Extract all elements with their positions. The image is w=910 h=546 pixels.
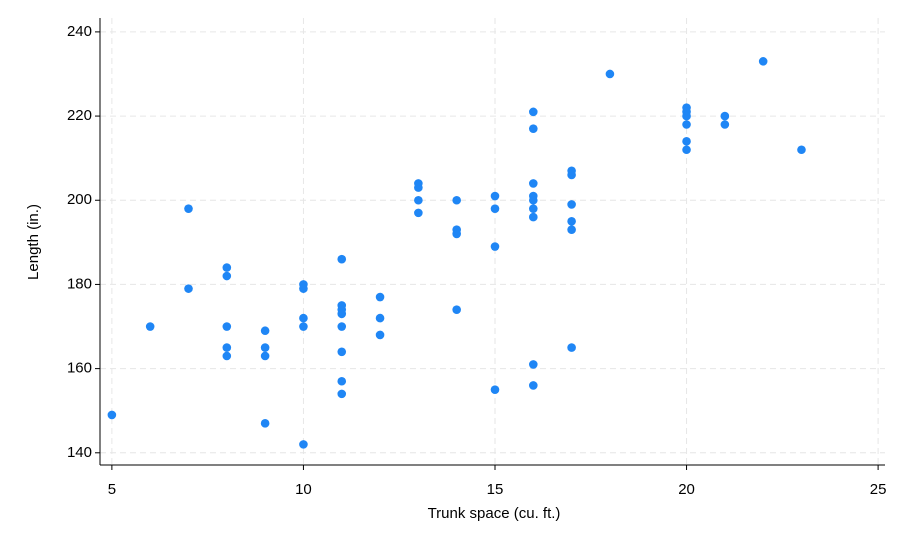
point [567, 225, 576, 235]
y-tick-label: 180 [67, 275, 92, 292]
point [682, 120, 691, 129]
point [145, 322, 155, 331]
point [529, 107, 538, 117]
point [260, 326, 270, 336]
x-tick-label: 15 [487, 481, 504, 498]
point [414, 183, 423, 192]
point [414, 208, 423, 218]
point [452, 305, 461, 314]
point [720, 111, 730, 121]
point [529, 124, 538, 133]
point [797, 145, 806, 155]
point [260, 351, 270, 361]
point [682, 111, 691, 121]
y-tick-label: 160 [67, 360, 92, 377]
point [337, 376, 347, 386]
point [567, 343, 576, 352]
y-tick-label: 140 [67, 444, 92, 461]
point [222, 351, 232, 361]
point [490, 191, 500, 201]
point [490, 204, 500, 213]
point [375, 330, 385, 340]
x-tick-label: 25 [870, 481, 887, 498]
point [222, 343, 232, 352]
y-tick-label: 200 [67, 191, 92, 208]
point [337, 254, 347, 264]
point [260, 419, 270, 428]
point [299, 313, 308, 323]
point [337, 389, 347, 399]
point [107, 410, 117, 420]
point [605, 69, 615, 79]
point [529, 204, 538, 213]
y-tick-label: 240 [67, 23, 92, 40]
point [529, 212, 538, 222]
point [682, 145, 691, 155]
point [682, 137, 691, 146]
point [260, 343, 270, 352]
point [414, 195, 423, 205]
point [758, 57, 768, 66]
point [490, 385, 500, 394]
point [529, 360, 538, 369]
point [222, 322, 232, 331]
point [337, 309, 347, 319]
point [529, 381, 538, 390]
point [337, 322, 347, 331]
point [529, 195, 538, 205]
point [299, 322, 308, 331]
point [222, 263, 232, 272]
point [337, 347, 347, 357]
x-tick-label: 10 [295, 481, 312, 498]
point [567, 170, 576, 180]
point [299, 440, 308, 449]
point [529, 179, 538, 188]
point [222, 271, 232, 281]
x-tick-label: 20 [678, 481, 695, 498]
point [452, 195, 461, 205]
point [567, 216, 576, 226]
x-axis-label: Trunk space (cu. ft.) [428, 505, 561, 522]
point [720, 120, 730, 129]
point [375, 292, 385, 302]
point [299, 284, 308, 293]
point [452, 229, 461, 239]
y-tick-label: 220 [67, 107, 92, 124]
point [184, 284, 193, 293]
point [490, 242, 500, 251]
y-axis-label: Length (in.) [25, 204, 42, 280]
point [567, 200, 576, 209]
x-tick-label: 5 [108, 481, 116, 498]
point [184, 204, 193, 213]
point [375, 313, 385, 323]
